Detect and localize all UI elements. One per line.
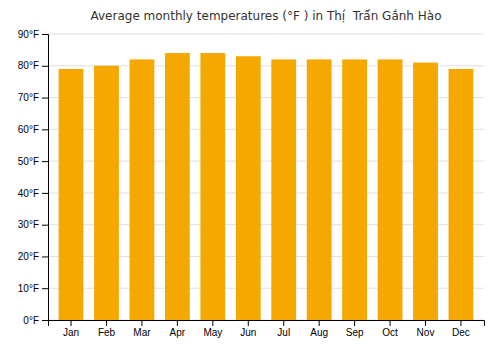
x-tick-label: Nov — [417, 327, 435, 338]
bar — [236, 56, 261, 320]
x-tick: Aug — [310, 320, 328, 338]
x-tick-label: Feb — [98, 327, 116, 338]
y-axis: 0°F 10°F 20°F 30°F 40°F 50°F 60°F 70°F 80°F 90°F — [18, 29, 49, 326]
x-tick: Nov — [417, 320, 435, 338]
x-tick-label: Apr — [170, 327, 186, 338]
x-tick-mark — [354, 320, 355, 326]
y-tick: 80°F — [18, 60, 48, 71]
y-tick-mark — [42, 129, 48, 130]
x-axis: Jan Feb Mar Apr May Jun Jul Aug Sep Oct Nov Dec — [49, 320, 485, 338]
x-tick-label: Jun — [240, 327, 256, 338]
y-axis-line — [42, 35, 49, 321]
y-tick: 0°F — [23, 315, 48, 326]
plot: Jan Feb Mar Apr May Jun Jul Aug Sep Oct Nov Dec 0°F 1… — [18, 29, 485, 338]
y-tick-label: 0°F — [23, 315, 39, 326]
bar — [378, 59, 403, 320]
bar — [130, 59, 155, 320]
x-tick: Jun — [240, 320, 256, 338]
y-tick-label: 70°F — [18, 92, 39, 103]
x-tick-mark — [212, 320, 213, 326]
y-tick: 20°F — [18, 251, 48, 262]
grid-line — [48, 34, 484, 35]
x-tick-mark — [390, 320, 391, 326]
bars — [59, 53, 474, 320]
x-tick: Dec — [452, 320, 470, 338]
y-tick-label: 30°F — [18, 219, 39, 230]
x-tick: Apr — [170, 320, 186, 338]
bar — [307, 59, 332, 320]
y-tick: 70°F — [18, 92, 48, 103]
x-tick: May — [203, 320, 222, 338]
y-tick-label: 60°F — [18, 124, 39, 135]
chart: Jan Feb Mar Apr May Jun Jul Aug Sep Oct Nov Dec 0°F 1… — [0, 0, 500, 350]
x-tick: Jan — [63, 320, 79, 338]
bar — [449, 69, 474, 320]
y-tick: 10°F — [18, 283, 48, 294]
x-tick-mark — [106, 320, 107, 326]
y-tick-mark — [42, 256, 48, 257]
y-tick-label: 90°F — [18, 29, 39, 40]
bar — [271, 59, 296, 320]
x-tick: Feb — [98, 320, 116, 338]
x-tick-mark — [425, 320, 426, 326]
x-tick-label: Dec — [452, 327, 470, 338]
y-tick-label: 40°F — [18, 188, 39, 199]
x-tick-mark — [141, 320, 142, 326]
y-tick-mark — [42, 288, 48, 289]
y-tick: 60°F — [18, 124, 48, 135]
x-tick-label: Jan — [63, 327, 79, 338]
y-tick-mark — [42, 66, 48, 67]
y-tick-mark — [42, 225, 48, 226]
y-tick: 50°F — [18, 156, 48, 167]
y-tick: 40°F — [18, 188, 48, 199]
x-tick-label: Aug — [310, 327, 328, 338]
bar — [413, 63, 438, 320]
x-tick-mark — [177, 320, 178, 326]
y-tick-mark — [42, 193, 48, 194]
bar — [59, 69, 84, 320]
y-tick-label: 80°F — [18, 60, 39, 71]
y-tick-mark — [42, 98, 48, 99]
bar — [165, 53, 190, 320]
x-tick-label: May — [203, 327, 222, 338]
x-tick-label: Jul — [277, 327, 290, 338]
x-axis-line — [49, 321, 485, 327]
y-tick: 30°F — [18, 219, 48, 230]
x-tick-label: Sep — [346, 327, 364, 338]
bar — [200, 53, 225, 320]
x-tick: Oct — [382, 320, 398, 338]
y-tick-mark — [42, 161, 48, 162]
x-tick-mark — [283, 320, 284, 326]
y-tick: 90°F — [18, 29, 48, 40]
x-tick: Mar — [133, 320, 151, 338]
x-tick-label: Oct — [382, 327, 398, 338]
x-tick: Jul — [277, 320, 290, 338]
y-tick-label: 50°F — [18, 156, 39, 167]
y-tick-mark — [42, 320, 48, 321]
x-tick-label: Mar — [133, 327, 151, 338]
title: Average monthly temperatures (°F ) in Th… — [91, 9, 442, 23]
grid — [48, 34, 484, 320]
bar — [94, 66, 119, 320]
y-tick-label: 10°F — [18, 283, 39, 294]
bar — [342, 59, 367, 320]
y-tick-mark — [42, 34, 48, 35]
y-tick-label: 20°F — [18, 251, 39, 262]
x-tick-mark — [71, 320, 72, 326]
x-tick-mark — [248, 320, 249, 326]
x-tick: Sep — [346, 320, 364, 338]
x-tick-mark — [460, 320, 461, 326]
x-tick-mark — [319, 320, 320, 326]
